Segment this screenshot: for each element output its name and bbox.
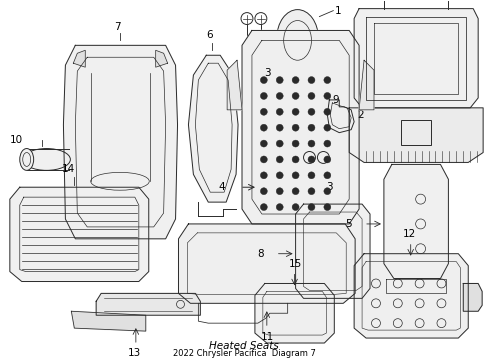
Text: 9: 9 [332, 95, 338, 105]
Text: 3: 3 [264, 68, 270, 78]
Circle shape [323, 93, 330, 99]
Ellipse shape [276, 10, 318, 67]
Circle shape [291, 204, 299, 211]
Circle shape [323, 156, 330, 163]
Circle shape [323, 140, 330, 147]
Circle shape [323, 124, 330, 131]
Circle shape [276, 93, 283, 99]
Text: 2022 Chrysler Pacifica  Diagram 7: 2022 Chrysler Pacifica Diagram 7 [172, 350, 315, 359]
Circle shape [276, 108, 283, 115]
Circle shape [323, 108, 330, 115]
Circle shape [260, 188, 267, 195]
Circle shape [291, 93, 299, 99]
Circle shape [307, 188, 314, 195]
Polygon shape [155, 50, 167, 67]
Polygon shape [63, 45, 177, 239]
Circle shape [276, 172, 283, 179]
Polygon shape [462, 283, 481, 311]
Text: 3: 3 [325, 182, 332, 192]
Circle shape [291, 156, 299, 163]
Circle shape [260, 140, 267, 147]
Circle shape [276, 156, 283, 163]
Circle shape [307, 172, 314, 179]
Circle shape [307, 140, 314, 147]
Text: 5: 5 [345, 219, 351, 229]
Circle shape [260, 156, 267, 163]
Circle shape [307, 204, 314, 211]
Text: 13: 13 [128, 348, 141, 358]
Circle shape [291, 108, 299, 115]
Text: 15: 15 [288, 258, 301, 269]
Bar [400, 120, 429, 145]
Polygon shape [242, 31, 358, 224]
Text: 8: 8 [257, 249, 264, 259]
Circle shape [260, 77, 267, 84]
Circle shape [260, 172, 267, 179]
Polygon shape [71, 311, 145, 331]
Text: 12: 12 [402, 229, 415, 239]
Polygon shape [383, 165, 447, 279]
Polygon shape [10, 187, 148, 282]
Circle shape [260, 124, 267, 131]
Text: 6: 6 [206, 31, 212, 40]
Ellipse shape [20, 149, 34, 170]
Circle shape [276, 204, 283, 211]
Polygon shape [358, 60, 373, 110]
Text: 4: 4 [218, 182, 224, 192]
Text: 1: 1 [335, 6, 341, 15]
Circle shape [323, 77, 330, 84]
Text: Heated Seats: Heated Seats [209, 341, 278, 351]
Polygon shape [96, 293, 200, 315]
Circle shape [291, 188, 299, 195]
Circle shape [291, 172, 299, 179]
Polygon shape [178, 224, 354, 303]
Circle shape [276, 77, 283, 84]
Circle shape [291, 77, 299, 84]
Polygon shape [353, 9, 477, 108]
Circle shape [307, 93, 314, 99]
Polygon shape [295, 204, 369, 298]
Polygon shape [226, 60, 242, 110]
Circle shape [323, 172, 330, 179]
Circle shape [323, 204, 330, 211]
Text: 10: 10 [10, 135, 23, 145]
Circle shape [291, 140, 299, 147]
Text: 11: 11 [260, 332, 274, 342]
Text: 7: 7 [114, 22, 121, 32]
Circle shape [323, 188, 330, 195]
Polygon shape [254, 283, 334, 343]
Text: 14: 14 [61, 165, 75, 174]
Circle shape [276, 124, 283, 131]
Circle shape [307, 156, 314, 163]
Circle shape [307, 108, 314, 115]
Ellipse shape [23, 149, 70, 170]
Polygon shape [73, 50, 85, 67]
Polygon shape [348, 108, 482, 162]
Circle shape [291, 124, 299, 131]
Circle shape [260, 93, 267, 99]
Polygon shape [385, 279, 446, 293]
Text: 2: 2 [356, 110, 363, 120]
Circle shape [276, 140, 283, 147]
Polygon shape [353, 254, 468, 338]
Circle shape [260, 204, 267, 211]
Polygon shape [326, 100, 353, 132]
Polygon shape [188, 55, 238, 202]
Circle shape [307, 77, 314, 84]
Circle shape [276, 188, 283, 195]
Circle shape [307, 124, 314, 131]
Circle shape [260, 108, 267, 115]
